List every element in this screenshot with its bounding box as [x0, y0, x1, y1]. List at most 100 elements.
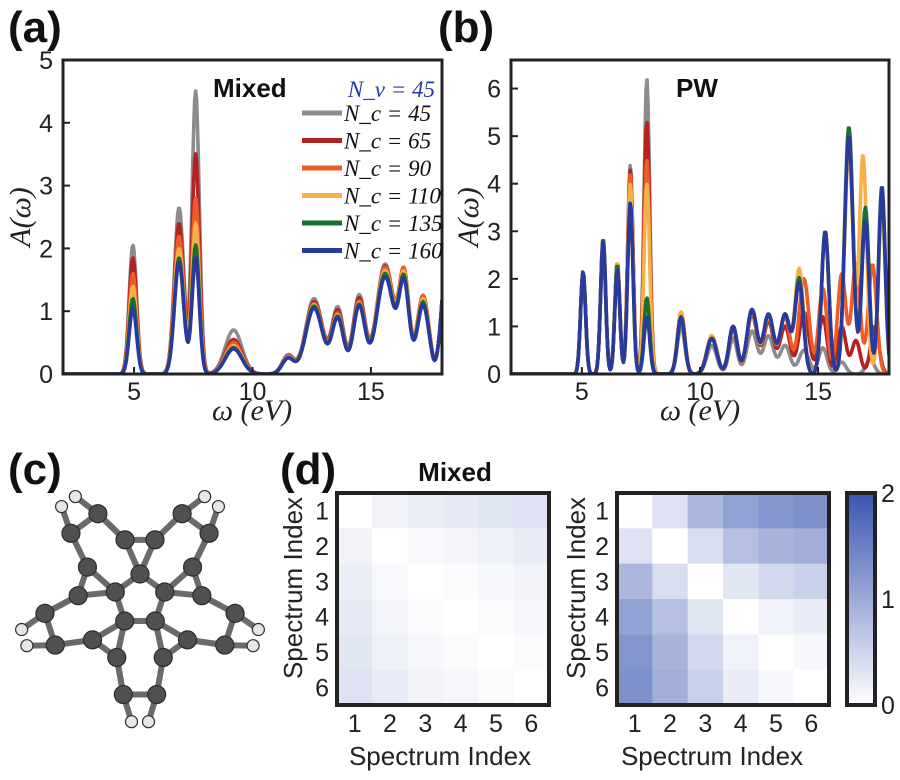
- panel-a-spectrum-chart: 5 10 15 0 1 2 3 4 5 Mixed N_v = 45N_c = 45 N_c = …: [4, 47, 444, 427]
- heatmap-cell: [337, 634, 373, 671]
- heatmap-cell: [723, 669, 759, 706]
- carbon-atom: [61, 523, 81, 543]
- heatmap-frame: [335, 491, 551, 707]
- colorbar: 0 1 2: [845, 480, 895, 720]
- y-tick-label: 2: [487, 266, 501, 294]
- carbon-atom: [182, 557, 203, 577]
- legend-entry: N_c = 110: [343, 184, 441, 209]
- heatmap-cell: [758, 528, 795, 565]
- hydrogen-atom: [198, 489, 212, 504]
- x-tick-label: 3: [418, 710, 432, 738]
- series-line-160: [63, 255, 442, 374]
- heatmap-cell: [723, 563, 759, 600]
- heatmap-cell: [723, 528, 759, 565]
- x-tick-label: 2: [663, 710, 677, 738]
- heatmap-cell: [443, 634, 479, 671]
- series-line-160: [511, 135, 889, 374]
- a-ylabel: A(ω): [4, 187, 37, 249]
- x-tick-label: 1: [348, 710, 362, 738]
- y-tick-label: 3: [39, 173, 53, 201]
- y-tick-label: 5: [487, 123, 501, 151]
- legend-entry: N_c = 160: [343, 239, 443, 264]
- heatmap-cell: [478, 493, 515, 529]
- panel-letter-d: (d): [280, 445, 336, 494]
- carbon-atom: [82, 630, 103, 650]
- carbon-atom: [215, 635, 235, 655]
- d-pw-xlabel: Spectrum Index: [621, 741, 803, 771]
- d-mixed-xlabel: Spectrum Index: [349, 741, 531, 771]
- heatmap-cell: [443, 528, 479, 565]
- x-tick-label: 1: [628, 710, 642, 738]
- heatmap-cell: [513, 528, 550, 565]
- heatmap-cell: [407, 528, 444, 565]
- legend-header: N_v = 45: [347, 77, 435, 102]
- heatmap-cell: [372, 563, 409, 600]
- x-tick-label: 6: [524, 710, 538, 738]
- heatmap-cell: [758, 599, 795, 635]
- d-mixed-title: Mixed: [418, 457, 492, 487]
- heatmap-cell: [758, 563, 795, 600]
- heatmap-cell: [478, 634, 515, 671]
- heatmap-cell: [793, 528, 830, 565]
- carbon-atom: [45, 635, 65, 655]
- y-tick-label: 5: [595, 639, 609, 667]
- heatmap-cell: [372, 528, 409, 565]
- heatmap-frame: [615, 491, 831, 707]
- x-tick-label: 5: [489, 710, 503, 738]
- hydrogen-atom: [141, 715, 156, 729]
- heatmap-cell: [617, 599, 653, 635]
- heatmap-cell: [478, 669, 515, 706]
- y-tick-label: 3: [315, 568, 329, 596]
- heatmap-cell: [687, 493, 724, 529]
- x-tick-label: 5: [769, 710, 783, 738]
- heatmap-cell: [407, 669, 444, 706]
- x-tick-label: 10: [239, 378, 267, 406]
- carbon-atom: [88, 504, 108, 524]
- heatmap-cell: [443, 563, 479, 600]
- heatmap-cell: [793, 493, 830, 529]
- hydrogen-atom: [211, 499, 226, 514]
- heatmap-cell: [443, 599, 479, 635]
- y-tick-label: 4: [39, 110, 53, 138]
- carbon-atom: [155, 582, 175, 602]
- carbon-atom: [115, 611, 135, 631]
- y-tick-label: 2: [595, 533, 609, 561]
- heatmap-cell: [513, 634, 550, 671]
- carbon-atom: [77, 557, 98, 577]
- heatmap-cell: [793, 563, 830, 600]
- y-tick-label: 3: [487, 218, 501, 246]
- heatmap-cell: [687, 634, 724, 671]
- y-tick-label: 2: [315, 533, 329, 561]
- carbon-atom: [35, 603, 55, 623]
- heatmap-cell: [407, 599, 444, 635]
- heatmap-cell: [443, 669, 479, 706]
- heatmap-cell: [687, 563, 724, 600]
- carbon-atom: [113, 684, 133, 705]
- carbon-atom: [115, 530, 135, 550]
- carbon-atom: [192, 586, 212, 606]
- hydrogen-atom: [251, 622, 265, 637]
- b-ticks: 5 10 15 0 1 2 3 4 5 6: [487, 76, 832, 406]
- y-tick-label: 5: [39, 47, 53, 75]
- heatmap-cell: [372, 634, 409, 671]
- carbon-atom: [130, 564, 150, 584]
- x-tick-label: 10: [686, 378, 714, 406]
- colorbar-gradient: [845, 491, 877, 707]
- panel-letter-b: (b): [438, 3, 494, 52]
- heatmap-cell: [513, 493, 550, 529]
- hydrogen-atom: [124, 715, 139, 729]
- x-tick-label: 4: [454, 710, 468, 738]
- heatmap-cell: [337, 493, 373, 529]
- carbon-atom: [177, 630, 198, 650]
- hydrogen-atom: [15, 622, 29, 637]
- heatmap-cell: [513, 599, 550, 635]
- y-tick-label: 3: [595, 568, 609, 596]
- y-tick-label: 4: [487, 171, 501, 199]
- y-tick-label: 5: [315, 639, 329, 667]
- carbon-atom: [199, 523, 219, 543]
- heatmap-cell: [758, 493, 795, 529]
- heatmap-cell: [652, 528, 689, 565]
- panel-letter-a: (a): [8, 3, 62, 52]
